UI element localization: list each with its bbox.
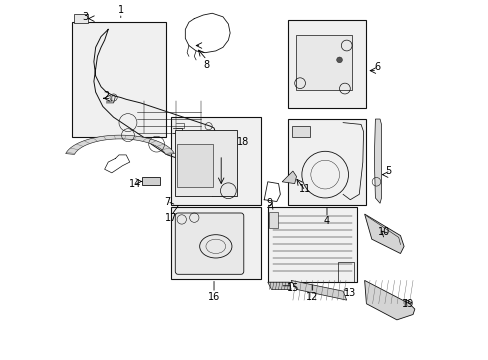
Text: 10: 10 (377, 227, 390, 237)
Text: 18: 18 (236, 138, 248, 147)
Polygon shape (373, 119, 381, 203)
Polygon shape (364, 280, 414, 320)
Bar (177, 144, 212, 187)
Text: 16: 16 (207, 292, 220, 302)
Text: 9: 9 (266, 198, 272, 208)
Text: 15: 15 (286, 283, 299, 293)
Text: 2: 2 (103, 91, 109, 101)
Text: 6: 6 (373, 62, 380, 72)
Text: 19: 19 (401, 299, 413, 309)
Text: 14: 14 (129, 179, 141, 189)
Bar (296, 35, 351, 90)
Bar (171, 117, 260, 205)
Polygon shape (65, 135, 174, 154)
Bar (268, 212, 277, 228)
Bar (291, 126, 309, 137)
FancyBboxPatch shape (175, 213, 244, 274)
Text: 7: 7 (164, 197, 170, 207)
Bar (74, 14, 88, 23)
Bar (174, 130, 237, 196)
Text: 17: 17 (164, 213, 177, 222)
Bar (287, 119, 366, 205)
Text: 5: 5 (384, 166, 390, 176)
Text: 4: 4 (323, 216, 329, 226)
Text: 11: 11 (299, 184, 311, 194)
Text: 1: 1 (118, 5, 123, 15)
Bar (287, 21, 366, 108)
Polygon shape (282, 171, 296, 184)
Bar (171, 207, 260, 279)
Polygon shape (290, 280, 346, 300)
Text: 8: 8 (203, 60, 209, 70)
Text: 3: 3 (81, 12, 88, 22)
Circle shape (336, 57, 342, 63)
Bar (142, 177, 159, 185)
Text: 13: 13 (344, 288, 356, 298)
Text: 12: 12 (306, 292, 318, 302)
Bar (72, 22, 165, 137)
Polygon shape (364, 214, 403, 253)
Bar (267, 207, 357, 282)
Polygon shape (267, 282, 290, 289)
